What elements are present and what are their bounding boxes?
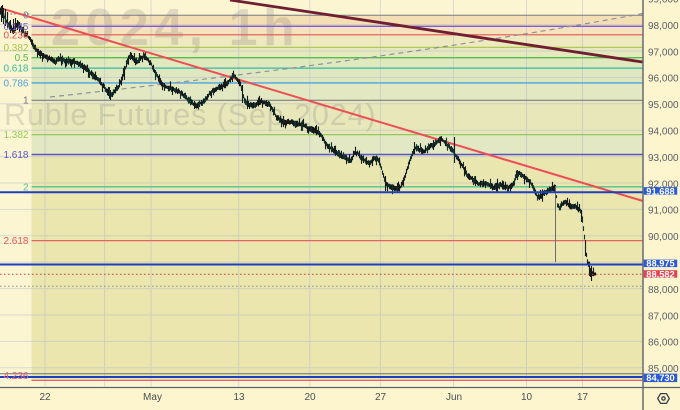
svg-text:0.5: 0.5 [15,53,29,64]
svg-text:91,688: 91,688 [646,186,674,196]
svg-text:93,000: 93,000 [648,153,679,164]
svg-text:17: 17 [577,392,589,403]
svg-text:Jun: Jun [446,392,462,403]
svg-text:98,000: 98,000 [648,21,679,32]
svg-text:94,000: 94,000 [648,127,679,138]
svg-text:13: 13 [233,392,245,403]
svg-text:87,000: 87,000 [648,311,679,322]
svg-text:88,582: 88,582 [646,269,674,279]
svg-text:96,000: 96,000 [648,74,679,85]
svg-text:84,730: 84,730 [646,373,674,383]
svg-text:0.618: 0.618 [3,64,28,75]
svg-text:0.236: 0.236 [3,30,28,41]
svg-text:22: 22 [39,392,51,403]
svg-text:0.786: 0.786 [3,78,28,89]
svg-text:97,000: 97,000 [648,47,679,58]
svg-text:2.618: 2.618 [3,236,28,247]
svg-text:1.382: 1.382 [3,130,28,141]
svg-text:20: 20 [304,392,316,403]
svg-text:86,000: 86,000 [648,338,679,349]
svg-text:90,000: 90,000 [648,232,679,243]
svg-text:1: 1 [23,96,29,107]
svg-text:0.382: 0.382 [3,43,28,54]
svg-text:95,000: 95,000 [648,100,679,111]
svg-text:99,000: 99,000 [648,0,679,6]
svg-text:2: 2 [23,182,29,193]
svg-text:85,000: 85,000 [648,364,679,375]
svg-text:1.618: 1.618 [3,150,28,161]
svg-text:92,000: 92,000 [648,179,679,190]
svg-text:88,975: 88,975 [646,259,674,269]
svg-text:0: 0 [23,11,29,22]
svg-text:May: May [143,392,162,403]
svg-text:4.236: 4.236 [3,371,28,382]
svg-text:Ruble Futures (Sep 2024): Ruble Futures (Sep 2024) [4,98,377,132]
svg-text:27: 27 [375,392,387,403]
svg-text:2024, 1h: 2024, 1h [51,0,300,57]
svg-text:0.145: 0.145 [3,22,28,33]
svg-text:10: 10 [521,392,533,403]
svg-text:88,000: 88,000 [648,285,679,296]
svg-text:91,000: 91,000 [648,206,679,217]
